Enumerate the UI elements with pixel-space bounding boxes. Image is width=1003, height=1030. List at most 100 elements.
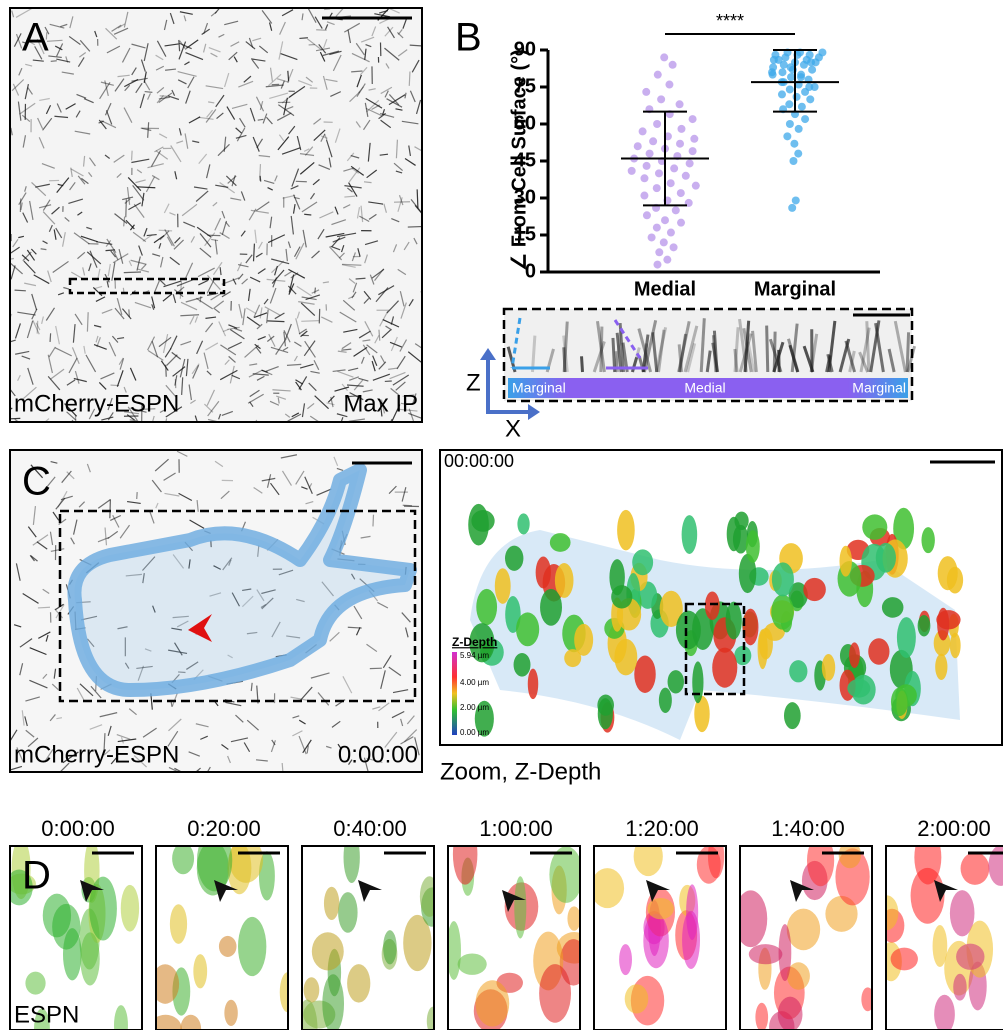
filament: [238, 303, 243, 319]
filament: [408, 71, 411, 86]
filament: [402, 18, 408, 29]
filament: [340, 416, 344, 422]
filament: [207, 274, 221, 291]
filament: [55, 347, 72, 357]
filament: [112, 250, 119, 261]
filament: [180, 301, 198, 311]
filament: [151, 304, 155, 310]
filament: [314, 287, 317, 294]
filament: [390, 316, 395, 325]
stereocilia-render: [862, 514, 888, 540]
filament: [389, 8, 400, 14]
panel-label: D: [22, 854, 51, 898]
filament: [128, 202, 142, 211]
legend-tick: 4.00 µm: [460, 678, 489, 687]
filament: [125, 199, 127, 218]
filament: [107, 263, 111, 277]
filament: [362, 339, 371, 342]
filament: [26, 249, 36, 261]
legend-tick: 0.00 µm: [460, 728, 489, 737]
filament: [56, 103, 62, 113]
filament: [348, 759, 353, 765]
filament: [38, 137, 45, 149]
filament: [60, 495, 73, 501]
filament: [352, 282, 358, 293]
filament: [408, 412, 422, 419]
region-label: Marginal: [852, 380, 906, 396]
filament: [26, 320, 34, 339]
stereocilia-render: [704, 591, 720, 621]
filament: [858, 351, 870, 373]
filament: [105, 27, 118, 40]
filament: [138, 245, 143, 256]
filament: [176, 279, 193, 287]
frame-content: [594, 846, 726, 1030]
filament: [699, 318, 706, 373]
filament: [220, 344, 237, 356]
filament: [240, 191, 246, 201]
data-point: [675, 100, 684, 109]
filament: [334, 128, 341, 143]
filament: [12, 238, 19, 248]
data-point: [677, 218, 686, 227]
stereocilia-render: [890, 947, 918, 971]
filament: [221, 210, 226, 219]
filament: [167, 730, 179, 747]
filament: [188, 384, 193, 401]
filament: [276, 395, 287, 400]
data-point: [666, 228, 675, 237]
filament: [284, 413, 291, 418]
filament: [55, 325, 61, 345]
data-point: [661, 216, 669, 225]
filament: [315, 47, 331, 52]
stereocilia-render: [748, 944, 783, 965]
filament: [169, 12, 175, 25]
filament: [385, 325, 393, 331]
filament: [316, 488, 332, 496]
filament: [196, 500, 199, 512]
filament: [163, 203, 170, 214]
filament: [227, 654, 233, 659]
filament: [368, 88, 376, 91]
filament: [250, 682, 253, 692]
filament: [229, 365, 235, 384]
filament: [129, 367, 137, 381]
stereocilia-render: [960, 852, 990, 885]
stereocilia-render: [476, 588, 498, 626]
filament: [272, 277, 278, 288]
filament: [738, 333, 753, 373]
filament: [290, 185, 299, 190]
filament: [218, 321, 227, 337]
filament: [42, 117, 53, 131]
filament: [163, 472, 176, 481]
filament: [299, 161, 315, 175]
filament: [53, 229, 57, 240]
filament: [68, 198, 84, 204]
stereocilia-render: [89, 876, 117, 941]
filament: [362, 389, 373, 393]
filament: [45, 307, 56, 321]
data-point: [779, 60, 788, 69]
filament: [299, 153, 315, 157]
y-tick-label: 60: [514, 112, 536, 134]
stereocilia-render: [193, 954, 208, 989]
filament: [277, 136, 290, 151]
filament: [254, 229, 258, 244]
filament: [320, 133, 326, 142]
filament: [100, 372, 115, 380]
filament: [401, 487, 407, 502]
filament: [772, 331, 777, 373]
filament: [124, 198, 131, 204]
filament: [165, 406, 183, 418]
filament: [255, 346, 262, 354]
filament: [151, 296, 156, 309]
filament: [71, 347, 80, 365]
filament: [313, 129, 326, 142]
filament: [277, 397, 280, 404]
filament: [106, 45, 121, 54]
filament: [150, 150, 162, 167]
filament: [83, 98, 94, 104]
filament: [13, 624, 22, 628]
filament: [143, 71, 147, 83]
filament: [865, 321, 871, 373]
